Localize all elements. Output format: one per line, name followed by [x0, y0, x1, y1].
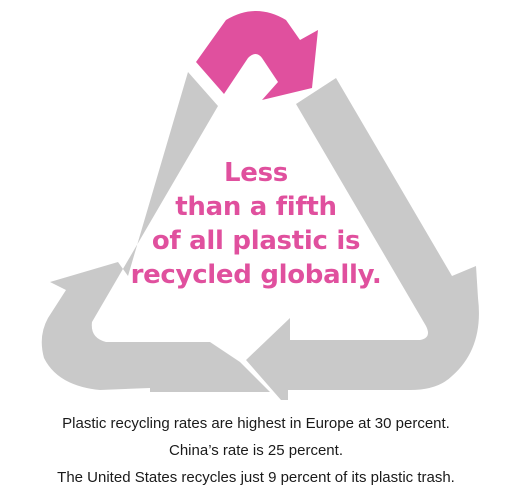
caption-line-2: China’s rate is 25 percent.	[169, 442, 343, 459]
headline: Less than a fifth of all plastic is recy…	[96, 156, 416, 292]
headline-line-3: of all plastic is	[151, 226, 361, 256]
headline-line-2: than a fifth	[175, 192, 337, 222]
gray-recycling-arrow-right	[246, 78, 479, 400]
caption: Plastic recycling rates are highest in E…	[0, 410, 512, 491]
recycling-triangle-graphic	[41, 11, 479, 400]
caption-line-3: The United States recycles just 9 percen…	[57, 469, 455, 486]
gray-recycling-arrow-bottom	[150, 342, 270, 392]
headline-line-1: Less	[224, 158, 288, 188]
caption-line-1: Plastic recycling rates are highest in E…	[62, 415, 450, 432]
pink-recycling-arrow	[196, 11, 318, 100]
headline-line-4: recycled globally.	[130, 260, 382, 290]
gray-recycling-arrow-left	[41, 72, 218, 390]
